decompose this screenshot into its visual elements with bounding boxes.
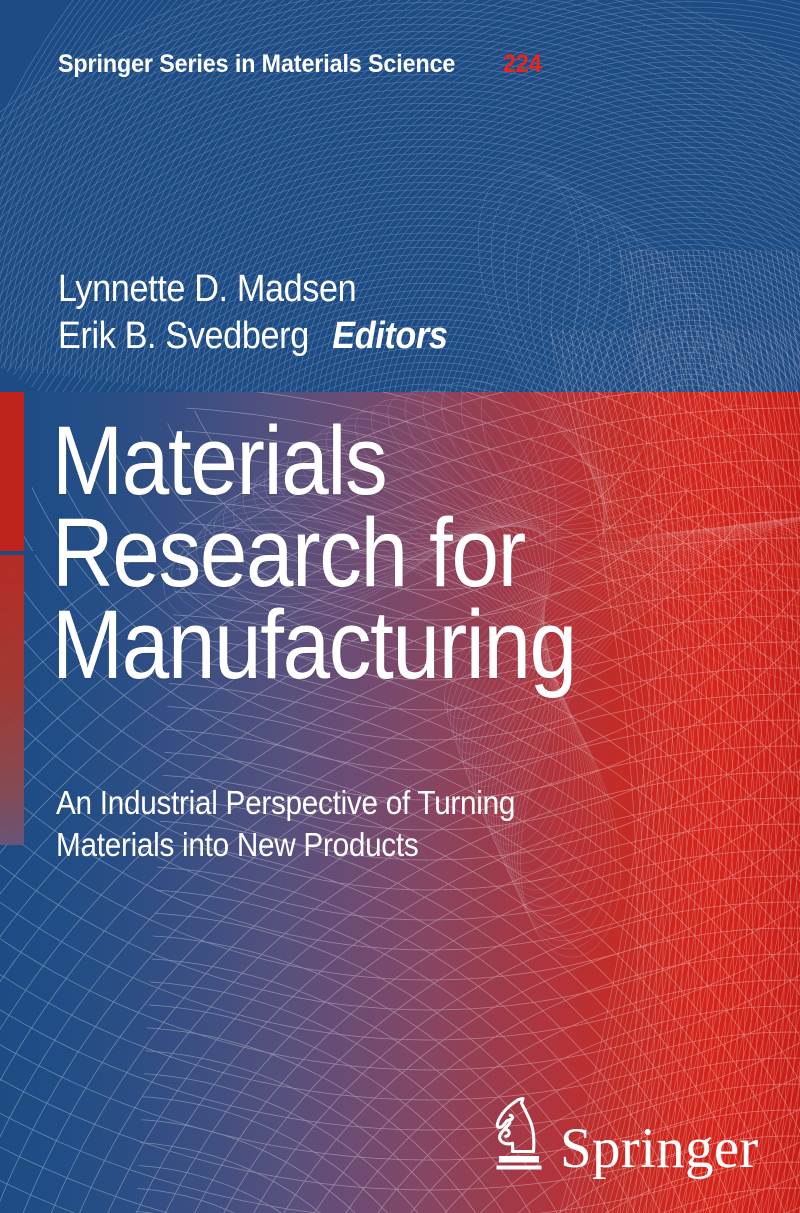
title-line-2: Research for [52, 498, 526, 607]
title-line-1: Materials [52, 406, 388, 515]
editor-line-2: Erik B. Svedberg Editors [58, 313, 448, 360]
editor-name-1: Lynnette D. Madsen [58, 268, 357, 310]
cover-background-top-band [0, 0, 800, 392]
editors-role-label: Editors [332, 315, 448, 357]
subtitle-line-1: An Industrial Perspective of Turning [56, 784, 516, 821]
title-line-3: Manufacturing [52, 590, 577, 699]
springer-knight-icon [495, 1096, 542, 1170]
series-volume-number: 224 [503, 50, 542, 78]
series-title: Springer Series in Materials Science [58, 50, 456, 78]
page-title: Materials Research for Manufacturing [52, 406, 647, 699]
left-edge-red-fade [0, 555, 24, 845]
publisher-logo: Springer [488, 1095, 759, 1177]
left-edge-red-block [0, 392, 24, 551]
editor-name-2: Erik B. Svedberg [58, 315, 309, 357]
cover-background-gradient [0, 392, 800, 1213]
left-edge-blue-rule [0, 551, 40, 555]
page-subtitle: An Industrial Perspective of Turning Mat… [56, 782, 566, 866]
series-line: Springer Series in Materials Science 224 [58, 50, 545, 79]
subtitle-line-2: Materials into New Products [56, 826, 419, 863]
editors-block: Lynnette D. Madsen Erik B. Svedberg Edito… [58, 266, 491, 360]
springer-wordmark: Springer [560, 1117, 759, 1180]
